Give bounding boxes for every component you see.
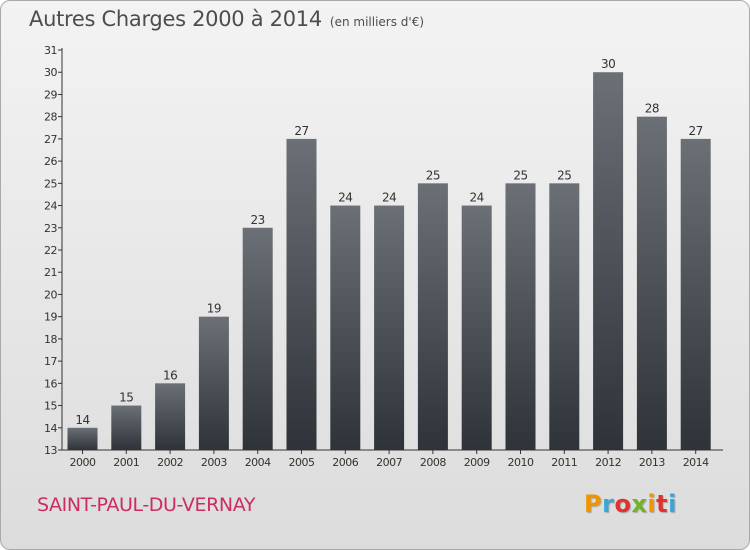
bar <box>505 183 536 451</box>
x-tick-label: 2014 <box>683 456 709 469</box>
bar-value-label: 24 <box>338 191 352 205</box>
logo-letter: i <box>668 490 677 518</box>
x-tick-label: 2008 <box>420 456 446 469</box>
bar <box>111 405 142 450</box>
bar <box>549 183 580 451</box>
proxiti-logo[interactable]: Proxiti <box>584 490 677 518</box>
bar <box>67 427 98 450</box>
chart-title: Autres Charges 2000 à 2014 (en milliers d… <box>29 7 424 31</box>
chart-axes: 13 14 15 16 17 18 19 20 21 22 23 24 25 26 27 28 29 30 31 20… <box>44 44 723 469</box>
y-tick-label: 30 <box>44 66 57 79</box>
bar <box>461 205 492 450</box>
chart-bars: 14 15 16 19 23 27 24 24 25 24 25 25 30 28 27 <box>67 57 711 451</box>
bar-value-label: 15 <box>119 391 133 405</box>
x-tick-label: 2001 <box>113 456 139 469</box>
bar-value-label: 23 <box>251 213 265 227</box>
bar-value-label: 27 <box>294 124 308 138</box>
y-tick-label: 27 <box>44 133 57 146</box>
y-tick-label: 22 <box>44 244 57 257</box>
x-tick-label: 2005 <box>289 456 315 469</box>
y-tick-label: 23 <box>44 222 57 235</box>
y-tick-label: 16 <box>44 377 57 390</box>
bar-value-label: 19 <box>207 302 221 316</box>
bar-value-label: 30 <box>601 57 615 71</box>
bar <box>593 72 624 450</box>
bar-value-label: 24 <box>382 191 396 205</box>
y-tick-label: 21 <box>44 266 57 279</box>
y-tick-label: 25 <box>44 177 57 190</box>
logo-letter: P <box>584 490 603 518</box>
bar <box>198 316 229 450</box>
bar-value-label: 25 <box>513 168 527 182</box>
bar <box>636 116 667 451</box>
logo-letter: r <box>602 490 615 518</box>
bar <box>286 138 317 450</box>
x-tick-label: 2009 <box>464 456 490 469</box>
y-tick-label: 15 <box>44 400 57 413</box>
y-tick-label: 20 <box>44 288 57 301</box>
y-tick-label: 19 <box>44 311 57 324</box>
bar-value-label: 28 <box>645 102 659 116</box>
y-tick-label: 31 <box>44 44 57 57</box>
x-tick-label: 2006 <box>332 456 358 469</box>
logo-letter: t <box>656 490 669 518</box>
x-tick-label: 2000 <box>70 456 96 469</box>
y-tick-label: 29 <box>44 88 57 101</box>
x-tick-label: 2002 <box>157 456 183 469</box>
bar <box>680 138 711 450</box>
y-tick-label: 28 <box>44 111 57 124</box>
y-tick-label: 18 <box>44 333 57 346</box>
bar <box>155 383 186 450</box>
x-tick-label: 2012 <box>595 456 621 469</box>
logo-letter: x <box>631 490 648 518</box>
bar-value-label: 16 <box>163 368 177 382</box>
x-tick-label: 2003 <box>201 456 227 469</box>
logo-letter: i <box>647 490 657 518</box>
bar <box>242 227 273 450</box>
chart-title-text: Autres Charges 2000 à 2014 <box>29 7 322 31</box>
bar-value-label: 14 <box>75 413 89 427</box>
bar-value-label: 25 <box>426 168 440 182</box>
bar <box>417 183 448 451</box>
chart-subtitle: (en milliers d'€) <box>329 15 425 29</box>
commune-name: SAINT-PAUL-DU-VERNAY <box>37 494 256 516</box>
y-tick-label: 24 <box>44 200 57 213</box>
y-tick-label: 14 <box>44 422 57 435</box>
bar-value-label: 27 <box>689 124 703 138</box>
y-tick-label: 26 <box>44 155 57 168</box>
bar-value-label: 24 <box>470 191 484 205</box>
x-tick-label: 2007 <box>376 456 402 469</box>
bar-value-label: 25 <box>557 168 571 182</box>
x-tick-label: 2011 <box>551 456 577 469</box>
bar <box>330 205 361 450</box>
y-tick-label: 13 <box>44 444 57 457</box>
x-tick-label: 2013 <box>639 456 665 469</box>
y-tick-label: 17 <box>44 355 57 368</box>
x-tick-label: 2010 <box>508 456 534 469</box>
bar <box>374 205 405 450</box>
x-tick-label: 2004 <box>245 456 271 469</box>
logo-letter: o <box>614 490 632 518</box>
